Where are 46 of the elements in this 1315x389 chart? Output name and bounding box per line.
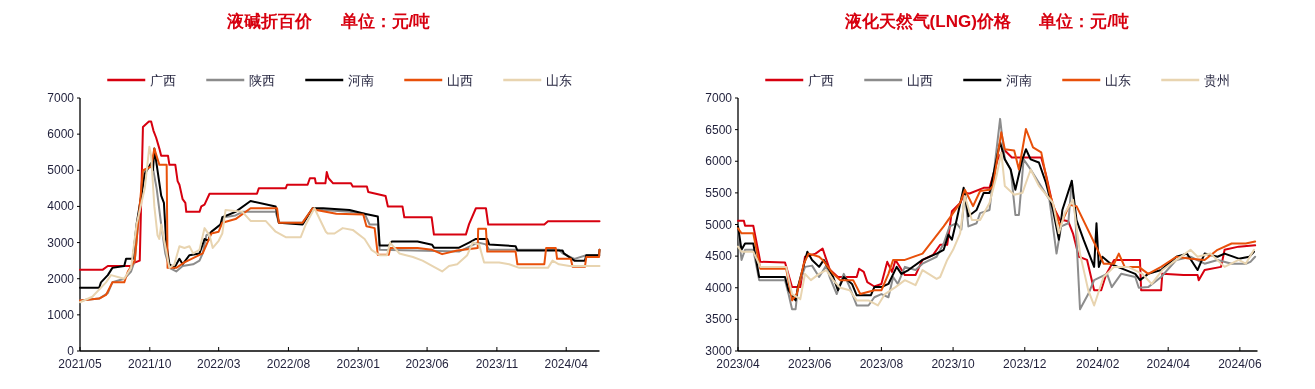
x-tick-label: 2024/06 — [1217, 357, 1262, 371]
x-tick-label: 2023/04 — [715, 357, 760, 371]
legend-label: 广西 — [150, 73, 177, 88]
x-tick-label: 2023/01 — [336, 357, 381, 371]
legend-label: 山东 — [546, 73, 573, 88]
x-tick-label: 2023/08 — [859, 357, 903, 371]
legend-label: 山东 — [1104, 73, 1131, 88]
y-tick-label: 5000 — [704, 217, 732, 232]
y-tick-label: 7000 — [704, 91, 732, 105]
legend-label: 贵州 — [1203, 73, 1230, 88]
x-tick-label: 2024/02 — [1075, 357, 1120, 371]
y-tick-label: 6000 — [704, 154, 732, 169]
x-tick-label: 2021/05 — [58, 357, 103, 371]
y-tick-label: 0 — [67, 344, 75, 358]
line-series — [79, 120, 601, 271]
legend-label: 山西 — [906, 73, 933, 88]
y-tick-label: 1000 — [47, 307, 75, 322]
x-tick-label: 2023/10 — [930, 357, 975, 371]
y-tick-label: 3500 — [704, 312, 732, 327]
y-tick-label: 4000 — [704, 280, 732, 295]
y-tick-label: 6500 — [704, 122, 732, 137]
x-tick-label: 2023/12 — [1002, 357, 1047, 371]
y-tick-label: 7000 — [47, 91, 75, 105]
y-tick-label: 3000 — [47, 235, 75, 250]
x-tick-label: 2022/03 — [196, 357, 241, 371]
y-tick-label: 3000 — [704, 344, 732, 358]
y-tick-label: 2000 — [47, 271, 75, 286]
y-tick-label: 4000 — [47, 199, 75, 214]
x-tick-label: 2023/06 — [787, 357, 832, 371]
y-tick-label: 5500 — [704, 185, 732, 200]
x-tick-label: 2023/06 — [405, 357, 450, 371]
legend-label: 陕西 — [249, 73, 276, 88]
chart-title: 液化天然气(LNG)价格 单位：元/吨 — [843, 12, 1129, 31]
x-tick-label: 2024/04 — [544, 357, 589, 371]
x-tick-label: 2022/08 — [266, 357, 311, 371]
x-tick-label: 2021/10 — [128, 357, 172, 371]
legend-label: 河南 — [348, 73, 375, 88]
legend-label: 河南 — [1005, 73, 1032, 88]
y-tick-label: 5000 — [47, 163, 75, 178]
y-tick-label: 6000 — [47, 127, 75, 142]
x-tick-label: 2024/04 — [1145, 357, 1190, 371]
y-tick-label: 4500 — [704, 249, 732, 264]
legend-label: 广西 — [807, 73, 834, 88]
chart-title: 液碱折百价 单位：元/吨 — [226, 12, 431, 31]
legend-label: 山西 — [447, 73, 474, 88]
x-tick-label: 2023/11 — [475, 357, 519, 371]
